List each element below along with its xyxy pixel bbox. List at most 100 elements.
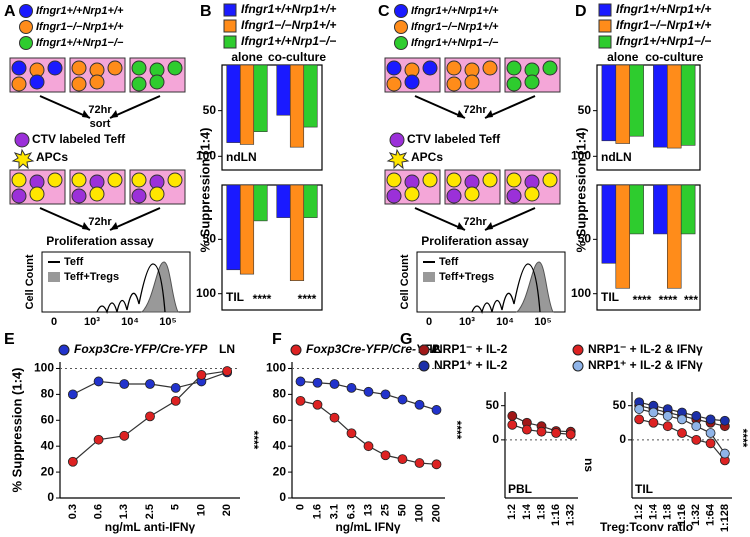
y-tick-label: 100 xyxy=(571,148,591,162)
x-tick-label: 1:2 xyxy=(506,504,518,520)
data-point xyxy=(431,459,442,470)
significance: **** xyxy=(253,292,272,306)
bar xyxy=(653,64,668,148)
arrow xyxy=(414,95,466,119)
cell xyxy=(542,60,558,76)
x-tick-label: 1:128 xyxy=(719,504,731,532)
data-point xyxy=(648,407,659,418)
significance: *** xyxy=(684,293,698,307)
x-axis-label: ng/mL anti-IFNγ xyxy=(105,520,196,534)
data-point xyxy=(662,421,673,432)
legend-label: NRP1⁺ + IL-2 & IFNγ xyxy=(588,358,703,372)
y-tick-label: 100 xyxy=(571,286,591,300)
cell xyxy=(464,186,480,202)
x-tick-label: 0 xyxy=(294,504,306,510)
legend-label: Ifngr1−/−Nrp1+/+ xyxy=(36,21,124,33)
x-tick-label: 10⁴ xyxy=(496,316,514,328)
y-tick-label: 20 xyxy=(273,464,287,478)
x-tick-label: 1.6 xyxy=(311,504,323,519)
bar xyxy=(253,64,268,132)
legend-label: Foxp3Cre-YFP/Cre-YFP xyxy=(306,342,440,356)
panel-label: LN xyxy=(219,342,235,356)
legend-label: Foxp3Cre-YFP/Cre-YFP xyxy=(74,342,208,356)
arrow xyxy=(484,95,536,119)
data-point xyxy=(634,404,645,414)
legend-label: Ifngr1+/+Nrp1+/+ xyxy=(36,5,124,17)
legend-swatch xyxy=(598,3,612,17)
bar xyxy=(276,184,291,218)
legend-label: Ifngr1+/+Nrp1+/+ xyxy=(411,5,499,17)
y-tick-label: 80 xyxy=(273,387,287,401)
arrow-head xyxy=(110,110,118,118)
bar xyxy=(303,64,318,128)
data-point xyxy=(691,434,702,445)
cell xyxy=(131,172,147,188)
bar xyxy=(289,184,305,281)
legend-marker xyxy=(418,360,430,372)
bar xyxy=(253,184,268,222)
step-label: CTV labeled Teff xyxy=(32,132,126,146)
x-tick-label: 10 xyxy=(195,504,207,516)
y-tick-label: 80 xyxy=(41,387,55,401)
data-point xyxy=(677,428,687,438)
y-tick-label: 100 xyxy=(34,361,54,375)
cell xyxy=(464,74,480,90)
data-point xyxy=(145,379,155,389)
legend-label: Teff+Tregs xyxy=(439,271,494,283)
legend-marker xyxy=(290,344,302,356)
histogram-teff xyxy=(471,263,541,314)
panel-letter: B xyxy=(200,3,212,20)
data-point xyxy=(397,394,408,405)
cell xyxy=(167,60,183,76)
x-tick-label: 13 xyxy=(362,504,374,516)
legend-swatch xyxy=(223,19,237,33)
cell xyxy=(89,74,105,90)
legend-swatch xyxy=(423,272,435,282)
bar xyxy=(666,64,682,149)
y-tick-label: 50 xyxy=(203,103,217,117)
plot-frame xyxy=(221,64,323,171)
cell xyxy=(404,186,420,202)
cell xyxy=(131,76,147,92)
category-label: alone xyxy=(607,50,639,64)
x-tick-label: 6.3 xyxy=(345,504,357,519)
data-point xyxy=(312,377,323,388)
bar xyxy=(629,64,644,137)
cell xyxy=(149,186,165,202)
data-point xyxy=(145,411,155,422)
legend-dot xyxy=(394,4,408,18)
x-tick-label: 1:8 xyxy=(535,504,547,520)
histogram-treg xyxy=(515,261,554,313)
cell xyxy=(47,172,63,188)
y-tick-label: 50 xyxy=(578,103,592,117)
cell xyxy=(167,172,183,188)
apc-icon xyxy=(11,148,35,170)
legend-label: Teff xyxy=(439,256,459,268)
category-label: co-culture xyxy=(645,50,703,64)
step-label: APCs xyxy=(411,150,443,164)
step-label: 72hr xyxy=(88,216,112,228)
y-tick-label: 40 xyxy=(273,438,287,452)
legend-label: Teff xyxy=(64,256,84,268)
y-tick-label: 100 xyxy=(196,148,216,162)
data-point xyxy=(414,458,425,468)
data-point xyxy=(648,417,659,428)
legend-label: Ifngr1−/−Nrp1+/+ xyxy=(411,21,499,33)
significance: **** xyxy=(736,429,750,448)
arrow xyxy=(109,95,161,119)
panel-label: ndLN xyxy=(601,150,632,164)
significance: **** xyxy=(298,292,317,306)
x-tick-label: 20 xyxy=(221,504,233,516)
bar xyxy=(276,64,291,116)
x-tick-label: 1.3 xyxy=(118,504,130,519)
data-point xyxy=(397,454,408,465)
x-tick-label: 1:16 xyxy=(550,504,562,526)
legend-marker xyxy=(58,344,70,356)
data-point xyxy=(119,430,130,441)
legend-label: NRP1⁻ + IL-2 xyxy=(434,342,508,356)
cell xyxy=(506,60,522,76)
data-point xyxy=(380,450,391,461)
histogram-frame xyxy=(41,251,191,313)
y-axis-label: % Suppression (1:4) xyxy=(573,128,588,253)
axis-label: Cell Count xyxy=(24,254,36,309)
